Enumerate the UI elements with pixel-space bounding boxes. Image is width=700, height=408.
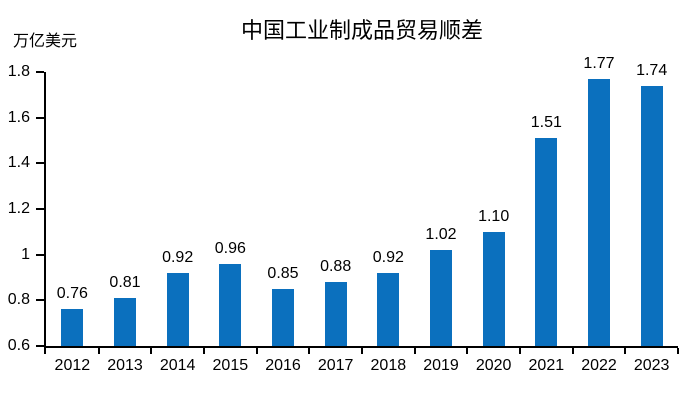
y-axis-tick	[36, 345, 44, 347]
plot-area: 0.6 0.8 1 1.2 1.4 1.6 1.8 0.76 2012 0.81 2013 0.92 2…	[8, 55, 679, 374]
x-tick-label: 2019	[423, 357, 459, 374]
x-tick-label: 2017	[317, 357, 354, 374]
x-axis-tick	[677, 348, 679, 354]
y-axis-tick	[36, 162, 44, 165]
x-axis-tick	[203, 348, 205, 354]
y-axis-tick	[36, 253, 44, 256]
bar-2020	[482, 231, 505, 346]
x-axis-tick	[97, 348, 100, 354]
y-tick-label: 0.8	[7, 291, 30, 309]
x-tick-label: 2012	[54, 357, 91, 374]
y-axis-unit-label: 万亿美元	[13, 33, 78, 50]
bar-value-label: 0.88	[320, 258, 352, 276]
x-axis-tick	[44, 348, 46, 354]
bar-2014	[166, 272, 189, 346]
x-axis-line	[44, 346, 678, 348]
bar-value-label: 1.51	[530, 114, 562, 132]
y-axis-line	[44, 72, 46, 348]
bar-2019	[430, 250, 452, 346]
bar-2022	[588, 78, 610, 346]
x-tick-label: 2018	[370, 357, 407, 374]
bar-2012	[61, 309, 84, 346]
x-tick-label: 2015	[212, 357, 249, 374]
y-axis-tick	[36, 116, 44, 119]
bar-value-label: 0.92	[372, 248, 404, 266]
x-tick-label: 2023	[633, 357, 670, 374]
bar-2018	[377, 272, 400, 346]
bar-value-label: 0.92	[162, 248, 194, 266]
bar-2016	[272, 288, 294, 346]
x-tick-label: 2014	[159, 357, 196, 374]
bar-value-label: 0.85	[267, 264, 299, 282]
y-axis-tick	[36, 299, 44, 302]
bar-value-label: 1.77	[583, 54, 615, 72]
y-tick-label: 1.6	[7, 108, 30, 126]
bar-2015	[219, 263, 242, 346]
bar-2013	[114, 298, 136, 346]
bar-value-label: 0.96	[214, 239, 246, 257]
bar-value-label: 1.10	[478, 207, 510, 225]
x-axis-tick	[150, 348, 153, 354]
bar-value-label: 0.81	[109, 274, 141, 292]
chart-title: 中国工业制成品贸易顺差	[240, 18, 483, 43]
x-axis-tick	[519, 348, 521, 354]
bar-value-label: 0.76	[56, 285, 88, 303]
x-axis-tick	[624, 348, 627, 354]
y-tick-label: 1	[21, 245, 30, 263]
x-axis-tick	[308, 348, 311, 354]
x-axis-tick	[466, 348, 469, 354]
y-tick-label: 1.8	[7, 63, 30, 80]
x-axis-tick	[413, 348, 416, 354]
bar-2023	[640, 85, 663, 346]
y-axis-tick	[36, 71, 44, 73]
bar-value-label: 1.02	[425, 226, 457, 244]
bar-value-label: 1.74	[636, 61, 668, 79]
y-tick-label: 1.4	[7, 154, 30, 172]
x-axis-tick	[255, 348, 258, 354]
x-tick-label: 2020	[475, 357, 512, 374]
x-tick-label: 2013	[107, 357, 143, 374]
x-tick-label: 2021	[528, 357, 565, 374]
bar-2021	[535, 138, 558, 346]
y-tick-label: 1.2	[7, 200, 30, 217]
x-axis-tick	[571, 348, 574, 354]
bar-2017	[324, 282, 347, 346]
y-tick-label: 0.6	[7, 337, 30, 354]
y-axis-tick	[36, 208, 44, 210]
x-axis-tick	[361, 348, 363, 354]
x-tick-label: 2022	[581, 357, 617, 374]
x-tick-label: 2016	[265, 357, 301, 374]
